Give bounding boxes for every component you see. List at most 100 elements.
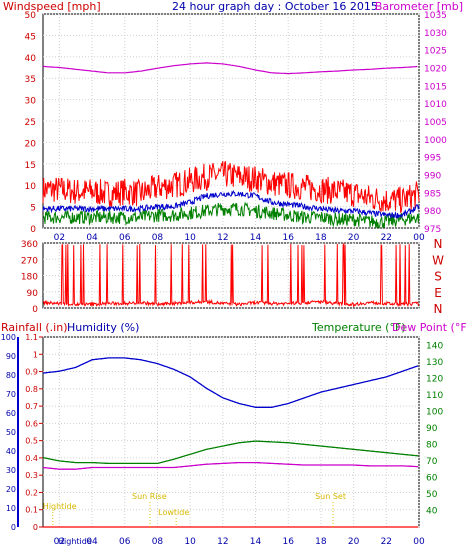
y-tick-label: 1025	[424, 47, 447, 57]
x-tick-label: 10	[184, 233, 196, 243]
y-tick-label-temperature: 60	[426, 473, 438, 483]
x-tick-label: 12	[217, 537, 228, 547]
y-tick-label-humidity: 10	[6, 504, 16, 513]
y-tick-label-temperature: 80	[426, 440, 438, 450]
series-wind-gust	[42, 160, 420, 214]
annotation-label: Sun Set	[315, 492, 346, 501]
series-layer	[42, 62, 420, 229]
series-dew-point	[42, 461, 419, 470]
chart-title: 24 hour graph day : October 16 2015	[172, 0, 378, 13]
annotation-label: Sun Rise	[132, 492, 167, 501]
y-tick-label: 990	[424, 172, 441, 182]
y-tick-label-humidity: 80	[6, 371, 16, 380]
y-tick-label: 45	[25, 32, 36, 42]
x-tick-label: 08	[152, 233, 164, 243]
y-tick-label-rainfall: 0.8	[25, 385, 38, 394]
x-tick-label: 16	[282, 233, 294, 243]
x-tick-label: 08	[152, 537, 164, 547]
y-tick-label: 90	[27, 289, 39, 299]
y-tick-label: 10	[25, 182, 37, 192]
series-layer	[42, 357, 419, 528]
y-tick-label-humidity: 0	[11, 523, 16, 532]
x-tick-label: 00	[413, 537, 425, 547]
y-tick-label-rainfall: 0.6	[25, 419, 38, 428]
y-tick-label: 1000	[424, 136, 447, 146]
y-tick-label-temperature: 50	[426, 490, 438, 500]
x-tick-labels: 02 04 06 08 10 12 14 16 18 20 22 00	[54, 233, 425, 243]
x-tick-label: 12	[217, 233, 228, 243]
y-tick-label-temperature: 130	[426, 358, 443, 368]
y-axis-label-rainfall: Rainfall (.in)	[1, 321, 68, 334]
y-tick-label-temperature: 100	[426, 407, 443, 417]
y-tick-label: 1005	[424, 118, 447, 128]
y-tick-label-humidity: 30	[6, 466, 16, 475]
y-tick-label-rainfall: 0.1	[25, 506, 38, 515]
humidity-temperature-panel: 010203040506070809010000.10.20.30.40.50.…	[1, 321, 466, 547]
y-tick-label: 360	[21, 240, 38, 250]
y-tick-label: 40	[25, 54, 37, 64]
x-tick-label: 14	[250, 233, 262, 243]
y-tick-label-rainfall: 1	[33, 350, 38, 359]
x-tick-label: 02	[54, 233, 65, 243]
y-tick-label: 5	[30, 204, 36, 214]
y-axis-label-temperature: Temperature (°F)	[311, 321, 406, 334]
y-axis-label-dew-point: Dew Point (°F)	[392, 321, 466, 334]
compass-label: S	[434, 270, 442, 284]
x-tick-label: 06	[119, 537, 131, 547]
x-tick-label: 18	[315, 233, 327, 243]
y-tick-label-rainfall: 0	[33, 523, 38, 532]
y-tick-label: 1020	[424, 65, 447, 75]
x-tick-label: 22	[381, 537, 392, 547]
annotations: Hightide Sun Rise Lowtide Sun Set Hightide	[43, 492, 346, 546]
y-tick-label-rainfall: 0.7	[25, 402, 38, 411]
x-tick-label: 16	[282, 537, 294, 547]
y-axis-label-right: Barometer [mb]	[375, 0, 463, 13]
panel-frame	[42, 13, 420, 229]
x-tick-label: 20	[348, 537, 360, 547]
y-tick-label-humidity: 20	[6, 485, 16, 494]
y-tick-label-humidity: 70	[6, 390, 16, 399]
left-tick-labels: 0 10 20 30 40 50 60 70 80 90 100 0 0.1 0.2 0.3 0.4 0.5 0.…	[1, 333, 38, 532]
y-tick-label: 180	[21, 273, 38, 283]
x-tick-label: 00	[413, 233, 425, 243]
y-tick-label: 0	[32, 305, 38, 315]
y-tick-label-temperature: 120	[426, 374, 443, 384]
y-axis-label-left: Windspeed [mph]	[3, 0, 101, 13]
y-tick-label-rainfall: 0.3	[25, 471, 38, 480]
y-tick-label-humidity: 100	[1, 333, 16, 342]
y-axis-label-humidity: Humidity (%)	[67, 321, 139, 334]
y-tick-label: 1010	[424, 100, 447, 110]
y-tick-label-humidity: 90	[6, 352, 16, 361]
x-tick-label: 18	[315, 537, 327, 547]
y-tick-label: 980	[424, 207, 441, 217]
right-tick-labels: 40 50 60 70 80 90 100 110 120 130 140	[426, 341, 443, 516]
grid	[17, 336, 420, 528]
x-tick-label: 22	[381, 233, 392, 243]
x-tick-label: 10	[184, 537, 196, 547]
y-tick-label-rainfall: 0.2	[25, 488, 38, 497]
y-tick-label-temperature: 140	[426, 341, 443, 351]
y-tick-label: 20	[25, 139, 37, 149]
compass-label: E	[434, 286, 442, 300]
y-tick-label: 995	[424, 154, 441, 164]
y-tick-label-temperature: 110	[426, 391, 443, 401]
x-tick-label: 06	[119, 233, 131, 243]
x-tick-label: 02	[54, 537, 65, 547]
annotation-label: Lowtide	[158, 508, 189, 517]
series-wind-average	[42, 189, 420, 220]
left-tick-labels: 0 5 10 15 20 25 30 35 40 45 50	[25, 11, 37, 235]
annotation-label: Hightide	[43, 502, 77, 511]
y-tick-label: 0	[30, 225, 36, 235]
annotation-label: Hightide	[58, 537, 92, 546]
y-tick-label: 985	[424, 189, 441, 199]
right-tick-labels: 975 980 985 990 995 1000 1005 1010 1015 1020 1025 1…	[424, 11, 447, 235]
series-humidity	[42, 357, 419, 408]
y-tick-label: 25	[25, 118, 36, 128]
x-tick-labels: 02 04 06 08 10 12 14 16 18 20 22 00	[54, 537, 425, 547]
y-tick-label-temperature: 70	[426, 457, 438, 467]
x-tick-label: 20	[348, 233, 360, 243]
y-tick-label: 975	[424, 225, 441, 235]
y-tick-label-humidity: 40	[6, 447, 16, 456]
